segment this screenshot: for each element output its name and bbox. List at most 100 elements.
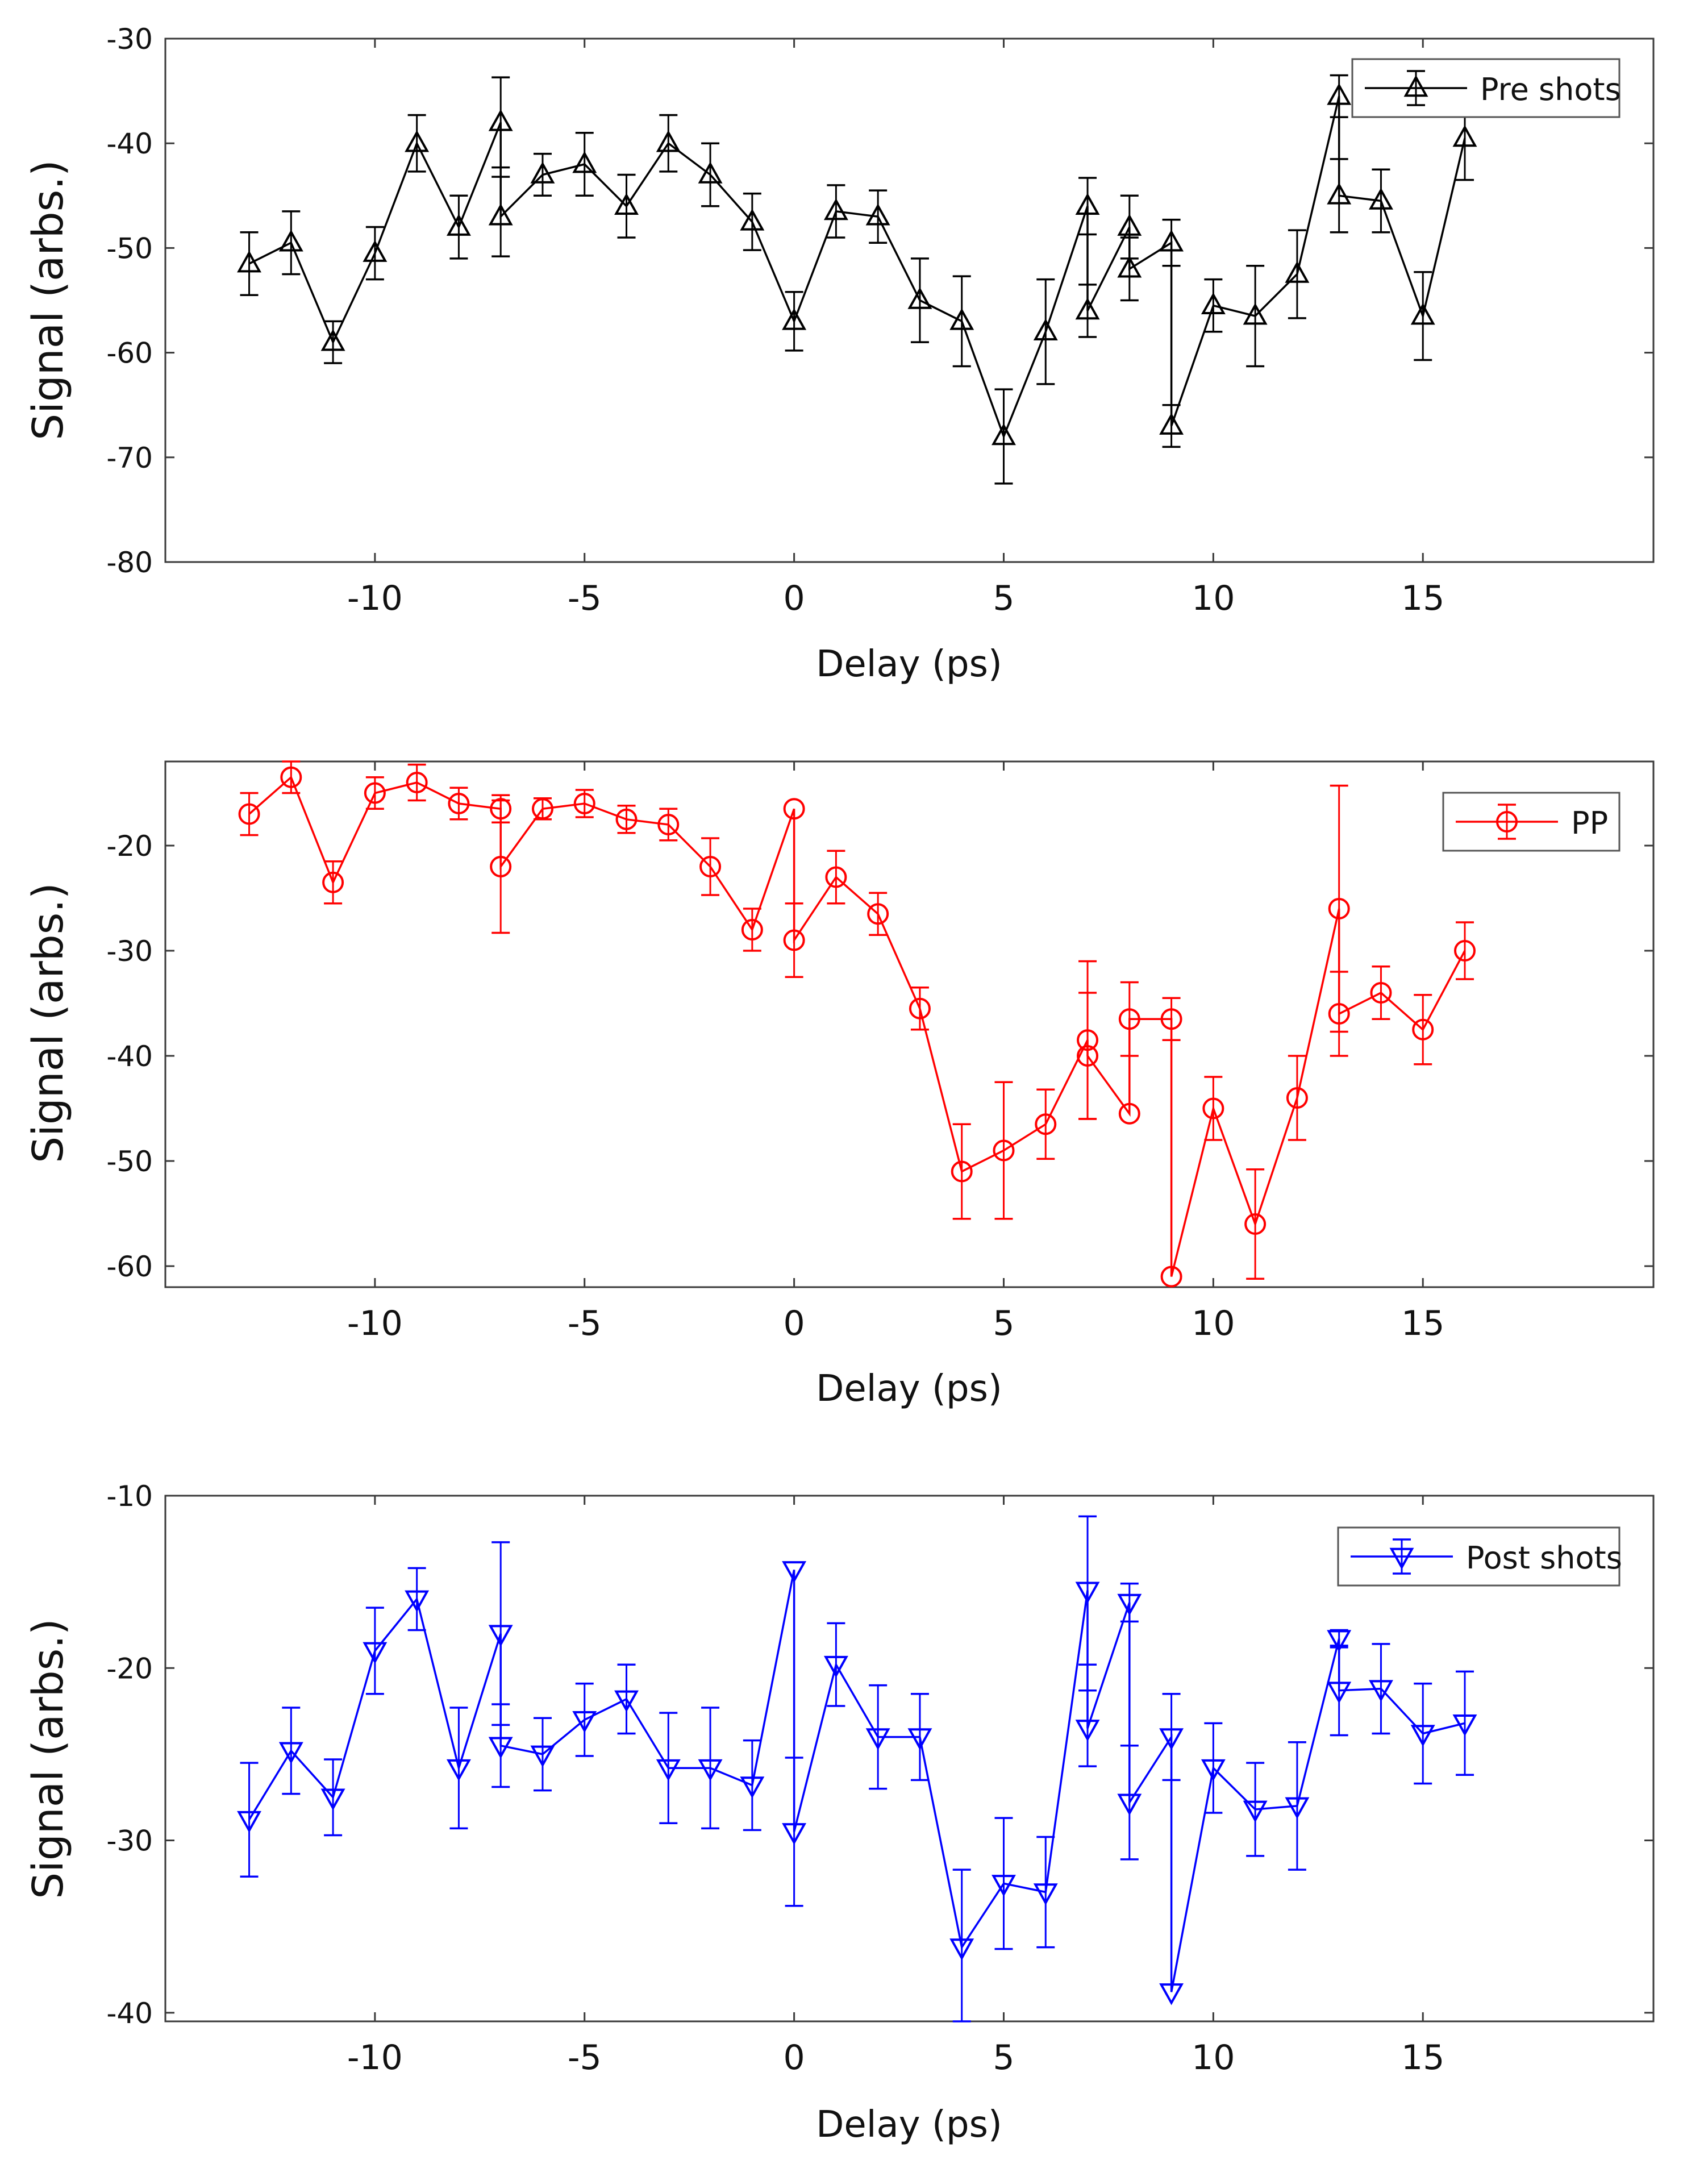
y-tick-labels: -40 -30 -20 -10 [106, 1480, 153, 2030]
tick-marks [165, 1495, 1653, 2021]
data-point [657, 814, 680, 835]
y-tick-label: -60 [106, 1250, 153, 1283]
data-point [1160, 1008, 1182, 1030]
data-point [783, 929, 805, 951]
x-tick-label: 10 [1192, 1304, 1235, 1343]
data-point [488, 203, 513, 226]
tick-marks [165, 761, 1653, 1287]
data-point [1077, 1029, 1099, 1051]
data-point [993, 1139, 1015, 1162]
y-tick-labels: -80 -70 -60 -50 -40 -30 [106, 23, 153, 579]
data-markers [237, 83, 1477, 446]
data-point [1159, 230, 1184, 252]
x-tick-label: 15 [1401, 1304, 1444, 1343]
plot-frame [164, 760, 1655, 1288]
series-line [248, 775, 1466, 1277]
x-tick-labels: -10 -5 0 5 10 15 [347, 1304, 1445, 1343]
x-tick-label: 0 [784, 579, 805, 618]
legend-marker [1389, 1547, 1414, 1570]
data-point [656, 130, 681, 152]
data-point [1118, 1008, 1140, 1030]
x-tick-labels: -10 -5 0 5 10 15 [347, 2038, 1445, 2078]
data-point [1160, 1266, 1182, 1288]
legend-marker [1403, 74, 1428, 97]
y-tick-label: -40 [106, 1040, 153, 1073]
x-axis-label: Delay (ps) [816, 2104, 1002, 2146]
data-point [320, 1788, 345, 1811]
x-tick-label: 5 [993, 1304, 1014, 1343]
series-line [248, 95, 1466, 439]
x-tick-label: -5 [568, 579, 602, 618]
y-tick-label: -30 [106, 1825, 153, 1858]
y-tick-label: -40 [106, 1997, 153, 2030]
data-point [237, 1811, 262, 1833]
x-tick-label: -5 [568, 1304, 602, 1343]
data-point [782, 1561, 807, 1583]
y-tick-label: -30 [106, 23, 153, 56]
y-tick-label: -50 [106, 1145, 153, 1178]
data-point [363, 240, 388, 262]
data-point [1286, 1087, 1308, 1109]
x-tick-label: 10 [1192, 579, 1235, 618]
x-tick-label: 5 [993, 2038, 1014, 2078]
data-point [698, 161, 723, 184]
tick-marks [165, 38, 1653, 563]
data-point [1410, 1725, 1435, 1747]
legend-marker-sample [1403, 70, 1428, 106]
legend-marker-sample [1496, 804, 1518, 840]
y-tick-labels: -60 -50 -40 -30 -20 [106, 830, 153, 1283]
data-markers [238, 766, 1476, 1288]
y-tick-label: -50 [106, 232, 153, 265]
legend: Post shots [1337, 1526, 1622, 1587]
data-point [1201, 292, 1226, 315]
data-point [280, 766, 302, 788]
data-point [530, 161, 555, 184]
data-point [1201, 1759, 1226, 1782]
data-point [1117, 1593, 1142, 1616]
x-tick-label: -10 [347, 1304, 403, 1343]
data-point [1117, 1793, 1142, 1816]
legend-label-pp: PP [1571, 805, 1608, 841]
data-point [949, 308, 974, 330]
x-tick-label: 5 [993, 579, 1014, 618]
data-point [490, 798, 512, 820]
data-point [865, 1728, 890, 1750]
x-tick-label: 0 [784, 2038, 805, 2078]
x-tick-labels: -10 -5 0 5 10 15 [347, 579, 1445, 618]
panel-pp: -60-50-40-30-20 -10 -5 0 5 10 15 Delay (ps) S… [24, 760, 1655, 1410]
data-point [825, 866, 847, 888]
x-tick-label: -10 [347, 2038, 403, 2078]
data-point [1243, 1800, 1268, 1823]
y-tick-label: -80 [106, 546, 153, 579]
data-point [656, 1759, 681, 1782]
legend: PP [1442, 792, 1620, 852]
data-point [1327, 182, 1352, 205]
data-point [488, 109, 513, 131]
data-point [490, 856, 512, 877]
data-point [782, 1823, 807, 1845]
data-point [909, 997, 931, 1019]
data-point [992, 423, 1016, 446]
y-tick-label: -60 [106, 337, 153, 370]
x-axis-label: Delay (ps) [816, 1368, 1002, 1410]
x-tick-label: -10 [347, 579, 403, 618]
y-tick-label: -40 [106, 127, 153, 160]
data-point [1033, 1883, 1058, 1905]
data-point [1452, 1714, 1477, 1737]
data-point [573, 793, 595, 814]
data-point [488, 1625, 513, 1647]
data-point [1118, 1102, 1140, 1125]
data-point [1327, 83, 1352, 105]
data-point [405, 130, 430, 152]
data-point [949, 1938, 974, 1961]
data-point [865, 203, 890, 226]
x-tick-label: 10 [1192, 2038, 1235, 2078]
data-point [1117, 256, 1142, 278]
legend-label-pre-shots: Pre shots [1480, 72, 1621, 107]
data-point [1328, 1003, 1350, 1025]
data-point [1244, 1213, 1267, 1235]
data-point [1369, 188, 1393, 210]
data-point [1410, 303, 1435, 325]
data-point [1285, 1797, 1310, 1819]
